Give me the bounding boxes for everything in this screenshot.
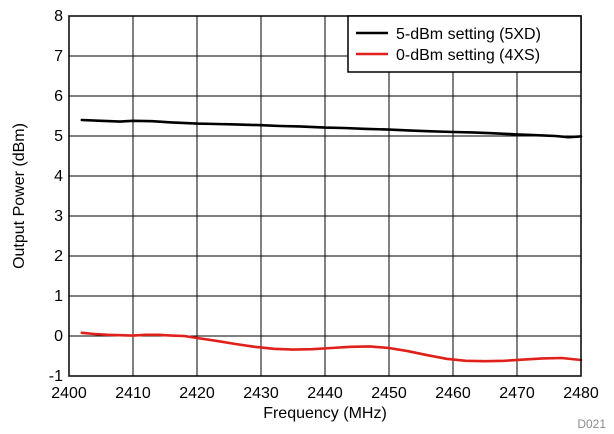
series-line-1 xyxy=(80,118,583,139)
x-tick-label: 2400 xyxy=(51,385,87,402)
x-tick-labels: 2400 2410 2420 2430 2440 2450 2460 2470 2480 xyxy=(51,385,599,402)
x-tick-label: 2450 xyxy=(371,385,407,402)
series-line-2 xyxy=(80,331,583,363)
x-tick-label: 2430 xyxy=(243,385,279,402)
y-tick-label: 6 xyxy=(54,88,63,105)
y-tick-label: 3 xyxy=(54,208,63,225)
y-tick-label: 7 xyxy=(54,48,63,65)
y-tick-label: -1 xyxy=(49,368,63,385)
y-tick-label: 1 xyxy=(54,288,63,305)
legend: 5-dBm setting (5XD) 0-dBm setting (4XS) xyxy=(347,15,582,73)
x-tick-label: 2410 xyxy=(115,385,151,402)
x-tick-label: 2480 xyxy=(563,385,599,402)
y-tick-labels: -1 0 1 2 3 4 5 6 7 8 xyxy=(49,8,63,385)
y-tick-label: 8 xyxy=(54,8,63,25)
y-tick-label: 5 xyxy=(54,128,63,145)
y-tick-label: 2 xyxy=(54,248,63,265)
x-axis-title: Frequency (MHz) xyxy=(263,405,387,422)
x-tick-label: 2470 xyxy=(499,385,535,402)
figure-id-label: D021 xyxy=(577,417,606,431)
series-lines xyxy=(80,118,583,363)
x-tick-label: 2420 xyxy=(179,385,215,402)
y-tick-label: 4 xyxy=(54,168,63,185)
legend-box xyxy=(347,15,582,73)
x-tick-label: 2440 xyxy=(307,385,343,402)
plot-frame xyxy=(68,15,582,377)
y-axis-title: Output Power (dBm) xyxy=(11,123,28,269)
y-tick-label: 0 xyxy=(54,328,63,345)
legend-label-2: 0-dBm setting (4XS) xyxy=(396,47,540,64)
x-tick-label: 2460 xyxy=(435,385,471,402)
legend-label-1: 5-dBm setting (5XD) xyxy=(396,26,541,43)
